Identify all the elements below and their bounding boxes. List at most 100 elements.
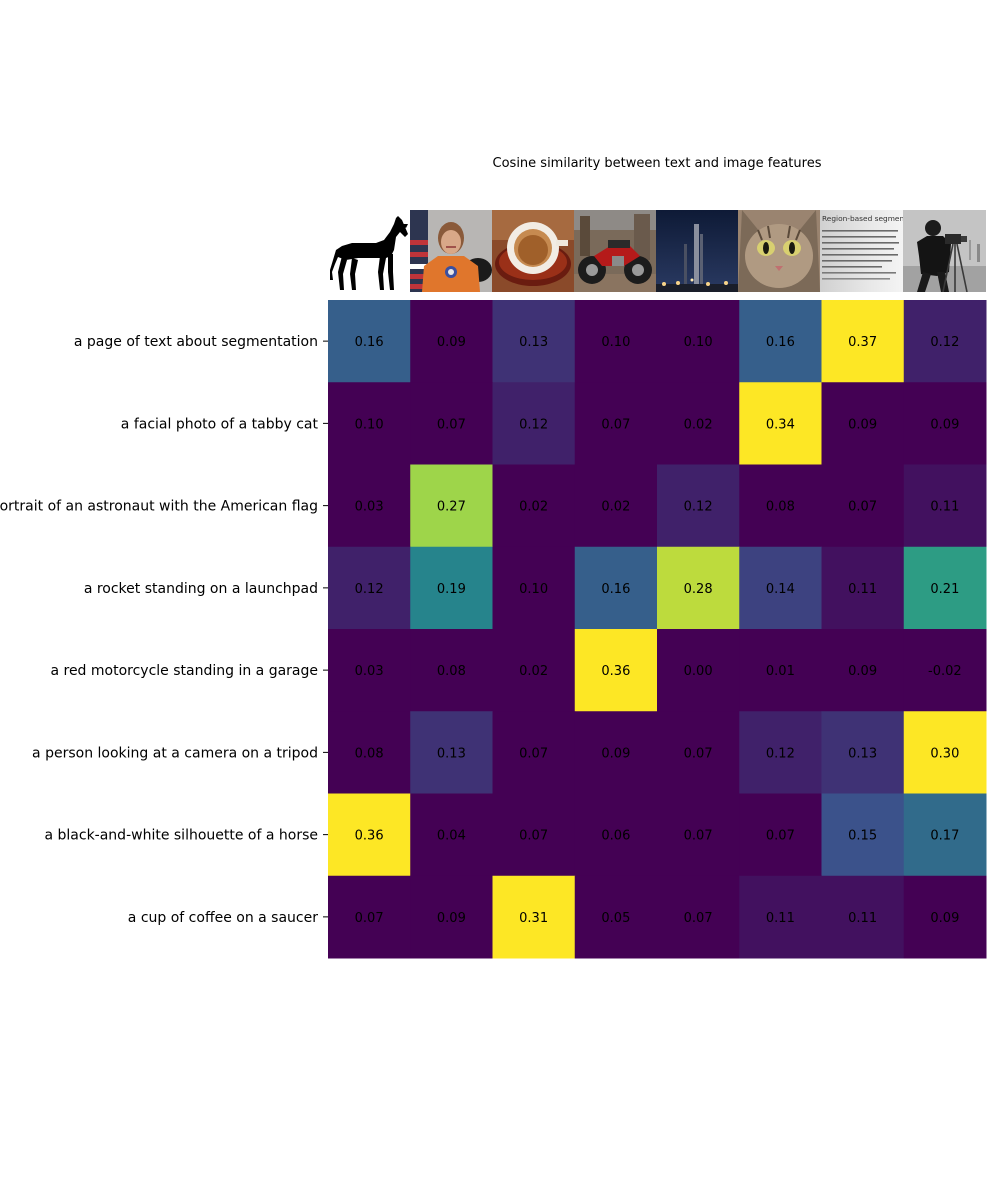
cell-value-label: 0.15 <box>848 829 877 844</box>
heatmap-cell <box>903 382 987 465</box>
heatmap-cell <box>574 300 658 383</box>
cell-value-label: 0.16 <box>766 335 795 350</box>
heatmap-cell <box>410 382 493 465</box>
heatmap-cell <box>492 629 576 712</box>
cell-value-label: 0.02 <box>601 500 630 515</box>
heatmap-cell <box>410 793 493 877</box>
cell-value-label: 0.17 <box>930 829 959 844</box>
heatmap-cell <box>657 300 740 383</box>
row-label: a person looking at a camera on a tripod <box>32 745 318 761</box>
heatmap-cell <box>410 300 493 383</box>
heatmap-cell <box>657 711 740 794</box>
cell-value-label: 0.08 <box>355 746 384 761</box>
row-label: a black-and-white silhouette of a horse <box>44 828 318 844</box>
heatmap-cell <box>492 382 576 465</box>
cell-value-label: 0.08 <box>437 664 466 679</box>
thumbnail-heading: Region-based segmentation <box>822 214 903 223</box>
heatmap-cell <box>574 875 658 959</box>
rocket-image <box>656 210 738 292</box>
heatmap-cell <box>657 629 740 712</box>
heatmap-cell <box>410 711 493 794</box>
heatmap-cell <box>821 546 905 630</box>
cell-value-label: 0.12 <box>355 582 384 597</box>
cell-value-label: 0.02 <box>684 417 713 432</box>
cell-value-label: 0.36 <box>355 829 384 844</box>
cell-value-label: 0.09 <box>848 417 877 432</box>
row-label: a portrait of an astronaut with the Amer… <box>0 499 318 515</box>
heatmap-cell <box>739 546 822 630</box>
cell-value-label: 0.16 <box>355 335 384 350</box>
cell-value-label: 0.36 <box>601 664 630 679</box>
heatmap-cell <box>328 546 411 630</box>
heatmap-cell <box>574 546 658 630</box>
heatmap-cell <box>574 382 658 465</box>
text-page-image: Region-based segmentation <box>820 210 903 292</box>
cell-value-label: 0.12 <box>684 500 713 515</box>
cell-value-label: 0.12 <box>519 417 548 432</box>
cell-value-label: 0.37 <box>848 335 877 350</box>
cell-value-label: 0.03 <box>355 664 384 679</box>
heatmap-cell <box>492 300 576 383</box>
heatmap-cell <box>328 629 411 712</box>
heatmap-cell <box>903 464 987 548</box>
cell-value-label: 0.12 <box>930 335 959 350</box>
cat-image <box>738 210 820 292</box>
cell-value-label: 0.01 <box>766 664 795 679</box>
cell-value-label: 0.10 <box>355 417 384 432</box>
cell-value-label: 0.07 <box>355 911 384 926</box>
cell-value-label: 0.02 <box>519 500 548 515</box>
cell-value-label: 0.11 <box>848 582 877 597</box>
heatmap-cell <box>492 875 576 959</box>
heatmap-cell <box>739 464 822 548</box>
row-label: a red motorcycle standing in a garage <box>50 663 318 679</box>
heatmap-cell <box>492 711 576 794</box>
astronaut-image <box>410 210 492 292</box>
cell-value-label: 0.05 <box>601 911 630 926</box>
row-label: a rocket standing on a launchpad <box>84 581 318 597</box>
heatmap-cell <box>739 300 822 383</box>
heatmap-cell <box>328 300 411 383</box>
heatmap-cell <box>410 546 493 630</box>
heatmap-cell <box>903 711 987 794</box>
cell-value-label: -0.02 <box>928 664 962 679</box>
cell-value-label: 0.02 <box>519 664 548 679</box>
cell-value-label: 0.11 <box>766 911 795 926</box>
cell-value-label: 0.07 <box>684 911 713 926</box>
cell-value-label: 0.07 <box>437 417 466 432</box>
heatmap-cell <box>903 546 987 630</box>
cell-value-label: 0.16 <box>601 582 630 597</box>
cell-value-label: 0.00 <box>684 664 713 679</box>
heatmap-cell <box>821 464 905 548</box>
cell-value-label: 0.10 <box>601 335 630 350</box>
cell-value-label: 0.28 <box>684 582 713 597</box>
cell-value-label: 0.13 <box>848 746 877 761</box>
heatmap-cell <box>739 875 822 959</box>
chart-title: Cosine similarity between text and image… <box>492 156 822 171</box>
heatmap-cell <box>739 629 822 712</box>
cell-value-label: 0.31 <box>519 911 548 926</box>
heatmap-cell <box>328 711 411 794</box>
cell-value-label: 0.30 <box>930 746 959 761</box>
heatmap-cell <box>903 793 987 877</box>
cell-value-label: 0.07 <box>848 500 877 515</box>
horse-silhouette-image <box>328 210 410 292</box>
heatmap-cell <box>739 382 822 465</box>
cell-value-label: 0.04 <box>437 829 466 844</box>
heatmap-cell <box>328 793 411 877</box>
cell-value-label: 0.13 <box>519 335 548 350</box>
heatmap-cell <box>657 875 740 959</box>
cell-value-label: 0.14 <box>766 582 795 597</box>
heatmap-cell <box>903 875 987 959</box>
cell-value-label: 0.07 <box>684 829 713 844</box>
cell-value-label: 0.13 <box>437 746 466 761</box>
heatmap-cell <box>821 793 905 877</box>
cell-value-label: 0.09 <box>848 664 877 679</box>
heatmap-cell <box>328 875 411 959</box>
heatmap-cell <box>657 464 740 548</box>
heatmap-cell <box>574 629 658 712</box>
heatmap-cell <box>903 300 987 383</box>
heatmap-cell <box>574 711 658 794</box>
coffee-cup-image <box>492 210 574 292</box>
cameraman-image <box>903 210 986 292</box>
